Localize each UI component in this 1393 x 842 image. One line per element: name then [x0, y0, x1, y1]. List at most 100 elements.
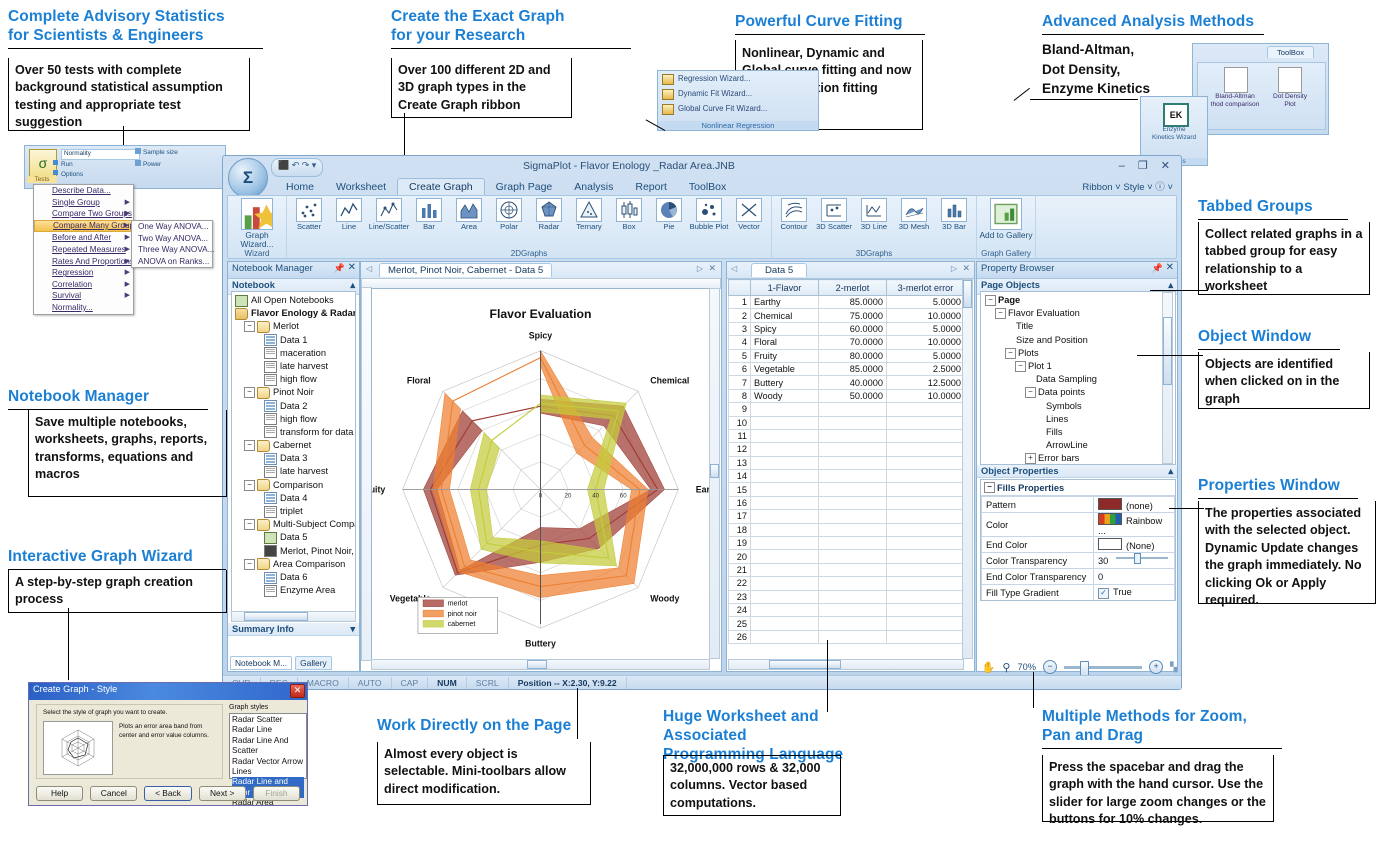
page-object-item[interactable]: − Plots — [983, 347, 1175, 360]
notebook-tree-item[interactable]: high flow — [235, 413, 355, 426]
cell-flavor[interactable]: Woody — [750, 388, 819, 404]
row-number[interactable]: 25 — [728, 616, 751, 631]
cell-merlot[interactable] — [818, 629, 887, 645]
ribbon-tab-analysis[interactable]: Analysis — [574, 181, 614, 193]
row-number[interactable]: 3 — [728, 321, 751, 337]
cell-merlot[interactable] — [818, 549, 887, 564]
row-number[interactable]: 9 — [728, 402, 751, 417]
ribbon-button-line[interactable]: Line — [329, 198, 369, 231]
ribbon-options[interactable]: Ribbon ˅ Style ˅ ⓘ ˅ — [1082, 182, 1173, 193]
row-number[interactable]: 13 — [728, 455, 751, 471]
ribbon-button-graph-wizard[interactable]: Graph Wizard... — [230, 198, 284, 249]
worksheet-vscroll-thumb[interactable] — [963, 280, 972, 308]
row-number[interactable]: 22 — [728, 576, 751, 591]
property-row[interactable]: Color Rainbow ... — [981, 512, 1175, 537]
table-row[interactable]: 16 — [728, 495, 964, 511]
cell-merlot-error[interactable] — [886, 509, 964, 524]
chevron-down-icon[interactable]: ▾ — [350, 624, 355, 634]
ribbon-tab-worksheet[interactable]: Worksheet — [336, 181, 387, 193]
cell-merlot-error[interactable] — [886, 549, 964, 564]
tree-toggle[interactable]: − — [244, 387, 255, 399]
tree-toggle[interactable]: − — [244, 321, 255, 333]
pin-icon[interactable]: 📌 — [333, 263, 345, 273]
cell-merlot[interactable] — [818, 415, 887, 430]
notebook-tree-item[interactable]: Data 5 — [235, 531, 355, 544]
cell-flavor[interactable]: Fruity — [750, 348, 819, 363]
dialog-back-button[interactable]: < Back — [144, 786, 192, 801]
object-properties-header[interactable]: Object Properties ▴ — [977, 465, 1177, 478]
notebook-tree-item[interactable]: All Open Notebooks — [235, 294, 355, 307]
cell-merlot[interactable] — [818, 616, 887, 631]
cell-flavor[interactable] — [750, 616, 819, 631]
row-number[interactable]: 19 — [728, 536, 751, 551]
cell-merlot[interactable]: 85.0000 — [818, 294, 887, 310]
table-row[interactable]: 21 — [728, 562, 964, 578]
regression-menu-items[interactable]: Regression Wizard... Dynamic Fit Wizard..… — [658, 71, 818, 116]
stats-options-button[interactable]: Options — [61, 171, 84, 178]
cell-flavor[interactable] — [750, 455, 819, 471]
cell-merlot-error[interactable] — [886, 576, 964, 591]
chevron-up-icon[interactable]: ▴ — [350, 280, 355, 290]
cell-merlot[interactable] — [818, 455, 887, 471]
hand-tool-icon[interactable]: ✋ — [981, 661, 996, 674]
cell-merlot-error[interactable] — [886, 415, 964, 430]
worksheet-grid[interactable]: 1-Flavor 2-merlot 3-merlot error 1 Earthy 85.… — [728, 279, 964, 660]
cell-flavor[interactable] — [750, 549, 819, 564]
graph-style-option[interactable]: Radar Area — [232, 798, 274, 808]
zoom-in-button[interactable]: + — [1149, 660, 1164, 674]
row-number[interactable]: 8 — [728, 388, 751, 404]
graph-tab-label[interactable]: Merlot, Pinot Noir, Cabernet - Data 5 — [379, 263, 553, 277]
property-value[interactable]: (none) — [1093, 496, 1175, 513]
cell-flavor[interactable] — [750, 415, 819, 430]
graph-style-option[interactable]: Radar Vector Arrow Lines — [232, 756, 303, 777]
table-row[interactable]: 13 — [728, 455, 964, 471]
checkbox[interactable]: ✓ — [1098, 587, 1109, 599]
ribbon-tab-toolbox[interactable]: ToolBox — [688, 181, 727, 193]
cell-merlot[interactable] — [818, 562, 887, 578]
ribbon-tabs[interactable]: Home Worksheet Create Graph Graph Page Analy… — [275, 178, 737, 195]
cell-merlot-error[interactable]: 10.0000 — [886, 335, 964, 350]
tree-toggle[interactable]: − — [244, 479, 255, 491]
row-number[interactable]: 16 — [728, 495, 751, 511]
stats-menu-item[interactable]: Compare Many Groups ▶ — [34, 219, 138, 233]
worksheet-hscrollbar[interactable] — [728, 659, 964, 670]
cell-merlot-error[interactable]: 12.5000 — [886, 375, 964, 390]
dialog-button-row[interactable]: Help Cancel < Back Next > Finish — [36, 786, 301, 801]
property-value[interactable]: ✓ True — [1093, 584, 1175, 600]
graph-hscroll-thumb[interactable] — [527, 660, 547, 669]
stats-menu-item[interactable]: Describe Data... — [34, 185, 133, 197]
stats-menu-item[interactable]: Normality... — [34, 302, 133, 314]
power-button[interactable]: Power — [143, 161, 162, 168]
cell-flavor[interactable] — [750, 536, 819, 551]
stats-menu-item[interactable]: Before and After ▶ — [34, 232, 133, 244]
zoom-level[interactable]: 70% — [1017, 662, 1037, 672]
cell-flavor[interactable] — [750, 629, 819, 645]
table-row[interactable]: 2 Chemical 75.0000 10.0000 — [728, 308, 964, 323]
tree-toggle[interactable]: − — [1005, 347, 1016, 359]
cell-merlot-error[interactable] — [886, 522, 964, 538]
cell-merlot-error[interactable]: 5.0000 — [886, 348, 964, 363]
close-icon[interactable]: ✕ — [347, 262, 356, 273]
ribbon-button-vector[interactable]: Vector — [729, 198, 769, 231]
regression-menu-item[interactable]: Regression Wizard... — [658, 71, 818, 86]
cell-merlot[interactable] — [818, 402, 887, 417]
row-number[interactable]: 24 — [728, 602, 751, 618]
notebook-tree-item[interactable]: Merlot, Pinot Noir, C — [235, 545, 355, 558]
row-number[interactable]: 26 — [728, 629, 751, 645]
table-row[interactable]: 1 Earthy 85.0000 5.0000 — [728, 294, 964, 310]
anova-menu-item[interactable]: Three Way ANOVA... — [138, 245, 215, 255]
page-object-item[interactable]: Data Sampling — [983, 373, 1175, 386]
magnifier-icon[interactable]: ⚲ — [1002, 661, 1011, 674]
ws-tab-left-icon[interactable]: ◁ — [731, 264, 738, 273]
cell-flavor[interactable] — [750, 602, 819, 618]
notebook-tree-item[interactable]: − Merlot — [235, 320, 355, 333]
ribbon-button-3d-scatter[interactable]: 3D Scatter — [814, 198, 854, 231]
notebook-hscroll-thumb[interactable] — [244, 612, 308, 621]
ribbon-button-scatter[interactable]: Scatter — [289, 198, 329, 231]
row-number[interactable]: 23 — [728, 589, 751, 604]
notebook-tree-item[interactable]: − Comparison — [235, 479, 355, 492]
notebook-tree-item[interactable]: − Pinot Noir — [235, 386, 355, 399]
tree-toggle[interactable]: − — [1025, 387, 1036, 399]
stats-menu-item[interactable]: Correlation ▶ — [34, 279, 133, 291]
sigma-tests-icon[interactable]: σ — [29, 149, 57, 177]
